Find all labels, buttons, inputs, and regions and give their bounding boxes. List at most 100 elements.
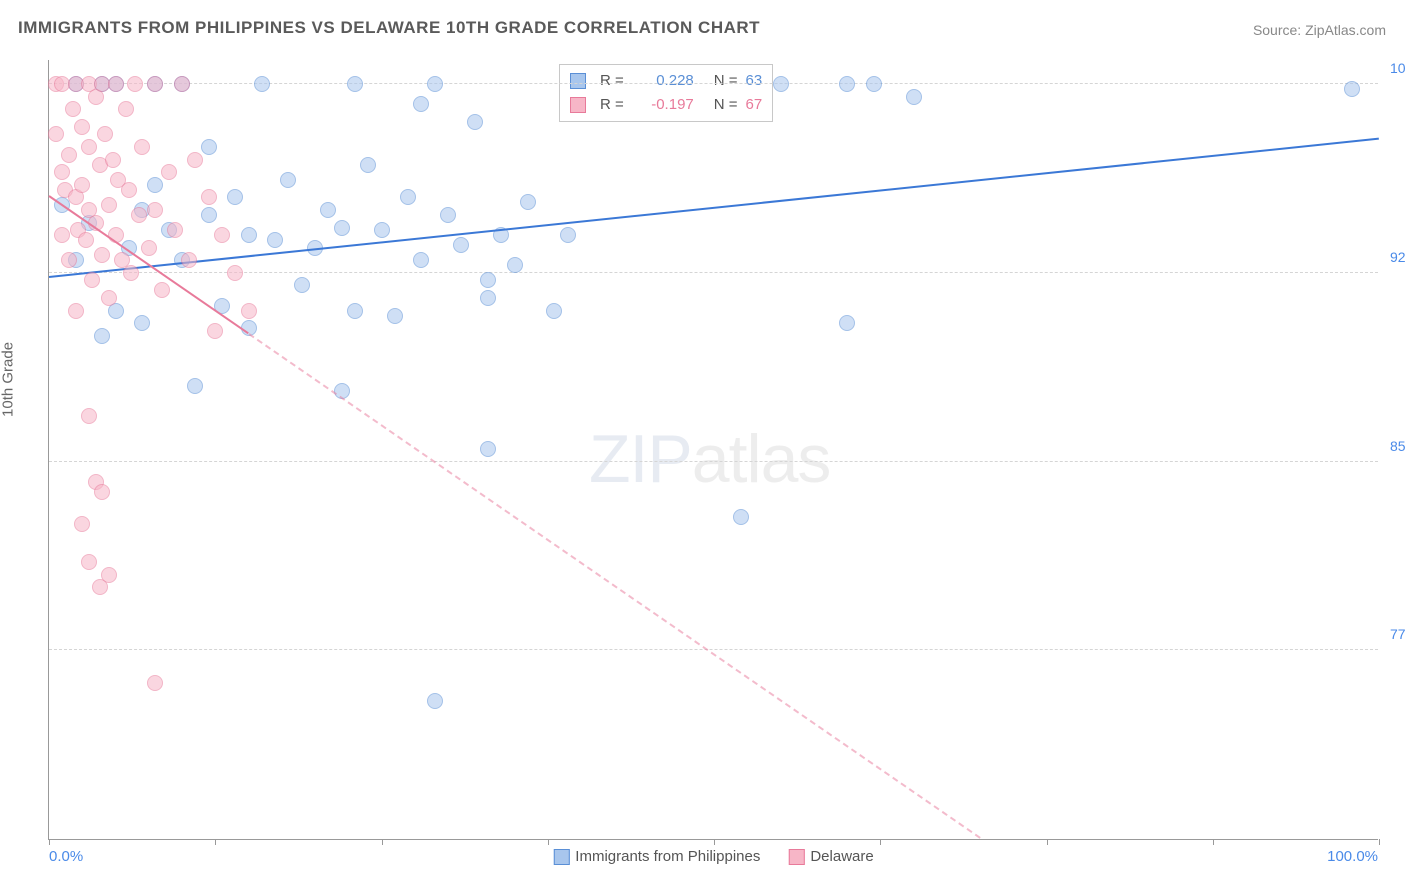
data-point (207, 323, 223, 339)
data-point (427, 76, 443, 92)
data-point (480, 272, 496, 288)
data-point (733, 509, 749, 525)
source-attribution: Source: ZipAtlas.com (1253, 22, 1386, 38)
data-point (480, 290, 496, 306)
data-point (74, 516, 90, 532)
data-point (134, 315, 150, 331)
legend-swatch (570, 97, 586, 113)
y-tick-label: 100.0% (1382, 60, 1406, 76)
data-point (507, 257, 523, 273)
scatter-plot: R =0.228N =63R =-0.197N =67 Immigrants f… (48, 60, 1378, 840)
legend-swatch (788, 849, 804, 865)
data-point (101, 290, 117, 306)
data-point (94, 484, 110, 500)
series-legend: Immigrants from Philippines Delaware (553, 848, 873, 865)
x-tick-mark (880, 839, 881, 845)
data-point (65, 101, 81, 117)
legend-row: R =-0.197N =67 (570, 93, 762, 117)
x-tick-mark (1047, 839, 1048, 845)
data-point (147, 202, 163, 218)
data-point (74, 119, 90, 135)
x-tick-mark (215, 839, 216, 845)
data-point (81, 408, 97, 424)
x-tick-mark (382, 839, 383, 845)
data-point (480, 441, 496, 457)
data-point (187, 152, 203, 168)
x-tick-mark (548, 839, 549, 845)
data-point (214, 227, 230, 243)
data-point (127, 76, 143, 92)
data-point (74, 177, 90, 193)
data-point (294, 277, 310, 293)
data-point (94, 247, 110, 263)
data-point (201, 207, 217, 223)
gridline (49, 649, 1378, 650)
data-point (81, 139, 97, 155)
data-point (400, 189, 416, 205)
data-point (267, 232, 283, 248)
data-point (453, 237, 469, 253)
legend-row: R =0.228N =63 (570, 69, 762, 93)
data-point (48, 126, 64, 142)
data-point (254, 76, 270, 92)
x-axis-max-label: 100.0% (1327, 848, 1378, 865)
data-point (866, 76, 882, 92)
y-tick-label: 85.0% (1382, 438, 1406, 454)
data-point (118, 101, 134, 117)
x-axis-min-label: 0.0% (49, 848, 83, 865)
data-point (1344, 81, 1360, 97)
source-link[interactable]: ZipAtlas.com (1305, 22, 1386, 38)
data-point (280, 172, 296, 188)
watermark: ZIPatlas (589, 420, 830, 498)
data-point (141, 240, 157, 256)
data-point (97, 126, 113, 142)
data-point (560, 227, 576, 243)
legend-swatch (553, 849, 569, 865)
data-point (147, 177, 163, 193)
gridline (49, 83, 1378, 84)
legend-swatch (570, 73, 586, 89)
data-point (131, 207, 147, 223)
data-point (374, 222, 390, 238)
gridline (49, 461, 1378, 462)
data-point (101, 197, 117, 213)
data-point (839, 76, 855, 92)
y-tick-label: 77.5% (1382, 626, 1406, 642)
data-point (334, 220, 350, 236)
data-point (68, 303, 84, 319)
data-point (773, 76, 789, 92)
data-point (320, 202, 336, 218)
data-point (134, 139, 150, 155)
data-point (241, 227, 257, 243)
legend-item: Delaware (788, 848, 873, 865)
data-point (92, 579, 108, 595)
x-tick-mark (49, 839, 50, 845)
data-point (187, 378, 203, 394)
data-point (84, 272, 100, 288)
data-point (413, 96, 429, 112)
data-point (174, 76, 190, 92)
data-point (61, 252, 77, 268)
legend-item: Immigrants from Philippines (553, 848, 760, 865)
data-point (147, 675, 163, 691)
data-point (161, 164, 177, 180)
data-point (520, 194, 536, 210)
data-point (906, 89, 922, 105)
data-point (54, 164, 70, 180)
data-point (546, 303, 562, 319)
data-point (227, 189, 243, 205)
x-tick-mark (1379, 839, 1380, 845)
data-point (147, 76, 163, 92)
data-point (54, 227, 70, 243)
data-point (201, 189, 217, 205)
data-point (108, 76, 124, 92)
data-point (167, 222, 183, 238)
gridline (49, 272, 1378, 273)
trend-line-dashed (248, 333, 981, 839)
data-point (360, 157, 376, 173)
data-point (427, 693, 443, 709)
data-point (94, 328, 110, 344)
data-point (839, 315, 855, 331)
data-point (154, 282, 170, 298)
chart-title: IMMIGRANTS FROM PHILIPPINES VS DELAWARE … (18, 18, 760, 38)
